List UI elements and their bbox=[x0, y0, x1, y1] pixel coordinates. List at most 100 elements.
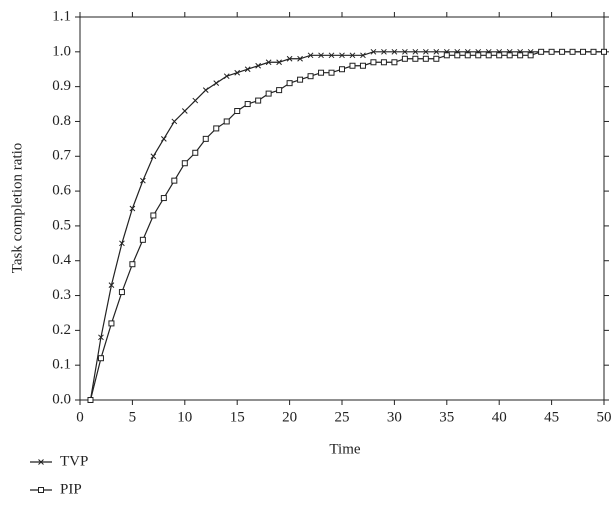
marker bbox=[443, 52, 450, 59]
marker bbox=[192, 97, 199, 104]
marker bbox=[380, 59, 387, 66]
x-axis-label: Time bbox=[329, 441, 360, 457]
marker bbox=[213, 80, 220, 87]
marker bbox=[381, 48, 387, 55]
marker bbox=[391, 48, 398, 55]
marker bbox=[213, 125, 220, 132]
marker bbox=[412, 48, 419, 55]
marker bbox=[307, 73, 314, 80]
marker bbox=[223, 118, 230, 125]
marker bbox=[422, 48, 429, 55]
marker bbox=[496, 52, 503, 59]
marker bbox=[506, 52, 513, 59]
marker bbox=[223, 73, 230, 80]
x-tick-label: 15 bbox=[230, 409, 245, 425]
marker bbox=[98, 334, 104, 341]
marker bbox=[412, 55, 419, 62]
y-tick-label: 0.3 bbox=[52, 287, 71, 303]
x-tick-label: 30 bbox=[387, 409, 402, 425]
y-tick-label: 0.1 bbox=[52, 357, 71, 373]
legend-label: PIP bbox=[60, 481, 82, 497]
marker bbox=[349, 62, 356, 69]
marker bbox=[108, 282, 115, 288]
marker bbox=[160, 136, 167, 142]
y-tick-label: 0.4 bbox=[52, 252, 71, 268]
legend-label: TVP bbox=[60, 453, 88, 469]
marker bbox=[192, 149, 199, 156]
marker bbox=[202, 87, 209, 93]
marker bbox=[118, 289, 125, 296]
marker bbox=[401, 55, 408, 62]
marker bbox=[181, 108, 188, 114]
marker bbox=[234, 108, 241, 115]
marker bbox=[276, 59, 282, 66]
marker bbox=[265, 90, 272, 97]
marker bbox=[590, 48, 597, 55]
x-tick-label: 10 bbox=[177, 409, 192, 425]
marker bbox=[234, 69, 241, 76]
marker bbox=[339, 66, 345, 73]
marker bbox=[276, 87, 283, 94]
marker bbox=[108, 320, 115, 327]
x-tick-label: 5 bbox=[129, 409, 137, 425]
marker bbox=[318, 52, 324, 59]
marker bbox=[244, 66, 251, 73]
y-tick-label: 0.5 bbox=[52, 217, 71, 233]
marker bbox=[391, 59, 398, 66]
marker bbox=[517, 52, 524, 59]
x-tick-label: 40 bbox=[492, 409, 507, 425]
y-tick-label: 0.9 bbox=[52, 78, 71, 94]
marker bbox=[97, 355, 104, 362]
marker bbox=[402, 48, 408, 55]
y-axis-label: Task completion ratio bbox=[9, 143, 25, 274]
marker bbox=[360, 52, 366, 59]
marker bbox=[171, 118, 178, 125]
marker bbox=[129, 261, 136, 268]
marker bbox=[349, 52, 356, 59]
series-line bbox=[89, 51, 604, 401]
marker bbox=[328, 69, 335, 76]
marker bbox=[370, 48, 377, 55]
y-tick-label: 1.0 bbox=[52, 43, 71, 59]
marker bbox=[422, 55, 429, 62]
x-tick-label: 0 bbox=[76, 409, 84, 425]
marker bbox=[150, 212, 157, 219]
marker bbox=[359, 62, 366, 69]
marker bbox=[286, 55, 293, 62]
marker bbox=[160, 195, 167, 202]
x-tick-label: 50 bbox=[597, 409, 612, 425]
marker bbox=[433, 55, 440, 62]
marker bbox=[38, 487, 44, 493]
x-tick-label: 20 bbox=[282, 409, 297, 425]
y-tick-label: 0.7 bbox=[52, 148, 71, 164]
y-tick-label: 0.6 bbox=[52, 183, 71, 199]
marker bbox=[140, 177, 146, 184]
marker bbox=[129, 205, 136, 212]
marker bbox=[119, 240, 125, 247]
marker bbox=[580, 48, 587, 55]
marker bbox=[370, 59, 377, 66]
y-tick-label: 0.2 bbox=[52, 322, 71, 338]
marker bbox=[255, 62, 262, 69]
marker bbox=[485, 52, 492, 59]
marker bbox=[538, 48, 545, 55]
marker bbox=[569, 48, 576, 55]
marker bbox=[202, 135, 209, 142]
marker bbox=[181, 160, 188, 167]
marker bbox=[297, 76, 304, 83]
x-tick-label: 25 bbox=[335, 409, 350, 425]
y-tick-label: 0.8 bbox=[52, 113, 71, 129]
plot-frame bbox=[79, 16, 605, 401]
marker bbox=[601, 48, 607, 55]
marker bbox=[454, 52, 461, 59]
marker bbox=[265, 59, 272, 66]
marker bbox=[171, 177, 178, 184]
marker bbox=[286, 80, 293, 87]
marker bbox=[559, 48, 566, 55]
x-tick-label: 45 bbox=[544, 409, 559, 425]
marker bbox=[38, 459, 44, 465]
marker bbox=[318, 69, 325, 76]
marker bbox=[464, 52, 471, 59]
marker bbox=[87, 397, 94, 403]
